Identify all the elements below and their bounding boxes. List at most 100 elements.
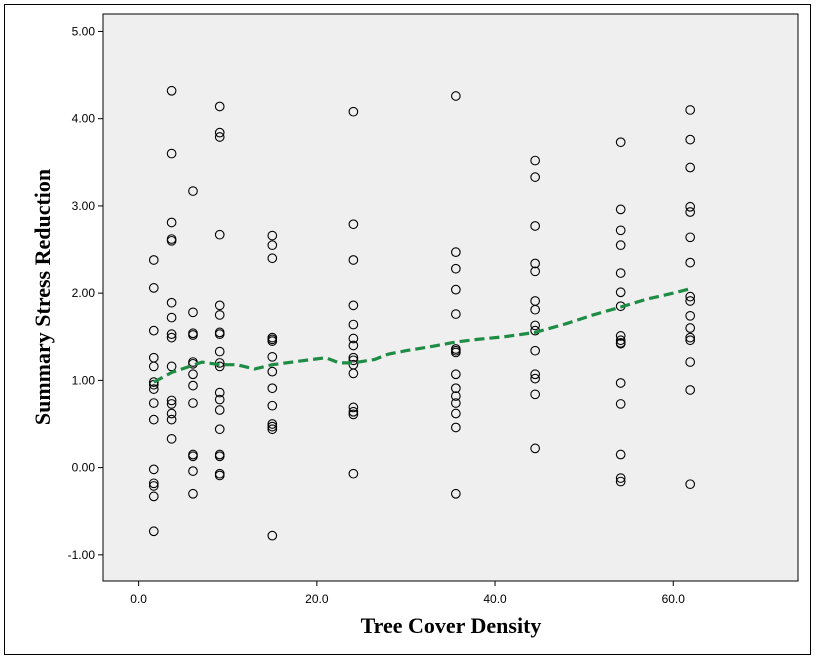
data-point (148, 481, 159, 491)
data-point (685, 105, 696, 115)
data-point (267, 419, 278, 429)
data-point (615, 331, 626, 341)
data-point (348, 468, 359, 479)
data-point (166, 395, 177, 406)
data-point (685, 323, 696, 333)
x-tick-label: 20.0 (305, 592, 329, 606)
data-point (685, 310, 696, 321)
data-point (348, 319, 359, 330)
data-point (450, 247, 461, 257)
data-point (214, 451, 225, 462)
x-tick-label: 40.0 (483, 592, 507, 606)
data-point (348, 106, 359, 117)
data-point (685, 232, 696, 243)
data-point (267, 383, 278, 394)
data-point (166, 217, 177, 228)
data-point (685, 296, 696, 306)
data-point (685, 479, 696, 490)
data-point (166, 148, 177, 159)
y-tick-label: 1.00 (72, 373, 96, 387)
data-point (530, 155, 540, 166)
data-point (348, 402, 359, 413)
figure-frame: -1.00 0.00 1.00 2.00 3.00 4.00 5.00 0.0 20.0 40.… (4, 4, 811, 655)
data-point (267, 424, 278, 435)
data-point (188, 307, 198, 318)
data-point (615, 287, 626, 298)
data-point (685, 201, 696, 212)
data-point (214, 127, 225, 138)
data-point (148, 377, 159, 387)
data-point (267, 230, 278, 241)
data-point (685, 385, 696, 395)
data-point (615, 204, 626, 215)
x-tick-label: 0.0 (130, 592, 147, 606)
y-tick-label: -1.00 (68, 548, 96, 562)
data-point (450, 488, 461, 499)
data-point (450, 408, 461, 419)
data-point (267, 351, 278, 362)
data-point (214, 394, 225, 405)
data-point (148, 478, 159, 489)
data-point (530, 258, 540, 269)
data-point (450, 309, 461, 319)
data-point (267, 400, 278, 411)
data-point (450, 422, 461, 433)
data-point (188, 380, 198, 391)
data-point (530, 172, 540, 182)
data-point (188, 369, 198, 380)
data-point (166, 297, 177, 308)
data-point (148, 464, 159, 475)
y-axis: -1.00 0.00 1.00 2.00 3.00 4.00 5.00 (68, 24, 103, 562)
data-point (530, 320, 540, 331)
data-point (148, 255, 159, 265)
data-point (166, 329, 177, 339)
data-point (214, 424, 225, 435)
data-point (615, 225, 626, 236)
data-point (450, 391, 461, 401)
data-point (267, 240, 278, 251)
data-point (214, 132, 225, 142)
y-tick-label: 4.00 (72, 112, 96, 126)
x-axis-title: Tree Cover Density (361, 613, 542, 638)
data-point (348, 333, 359, 344)
data-point (530, 304, 540, 315)
data-point (148, 283, 159, 293)
data-point (267, 421, 278, 432)
data-point (685, 332, 696, 343)
data-point (267, 366, 278, 377)
data-point (615, 240, 626, 251)
data-point (615, 137, 626, 148)
data-point (148, 526, 159, 537)
data-point (615, 378, 626, 388)
data-point (615, 335, 626, 346)
scatter-chart: -1.00 0.00 1.00 2.00 3.00 4.00 5.00 0.0 20.0 40.… (30, 13, 799, 638)
data-point (615, 473, 626, 483)
data-point (188, 488, 198, 499)
data-point (530, 389, 540, 400)
data-point (615, 476, 626, 487)
data-point (685, 291, 696, 302)
data-point (685, 134, 696, 145)
fit-line (153, 287, 691, 384)
data-point (148, 361, 159, 372)
data-point (214, 346, 225, 357)
x-tick-label: 60.0 (662, 592, 686, 606)
data-point (615, 449, 626, 460)
data-point (348, 340, 359, 351)
data-point (166, 399, 177, 409)
data-point (348, 352, 359, 363)
data-point (166, 312, 177, 323)
data-point (530, 373, 540, 384)
data-point (450, 284, 461, 295)
data-point (148, 325, 159, 336)
data-point (188, 451, 198, 462)
data-point (214, 101, 225, 112)
data-point (188, 466, 198, 476)
plot-area (102, 13, 799, 582)
y-tick-label: 3.00 (72, 199, 96, 213)
data-point (148, 414, 159, 425)
data-point (214, 387, 225, 398)
data-point (166, 332, 177, 343)
data-point (685, 335, 696, 346)
data-point (450, 347, 461, 358)
